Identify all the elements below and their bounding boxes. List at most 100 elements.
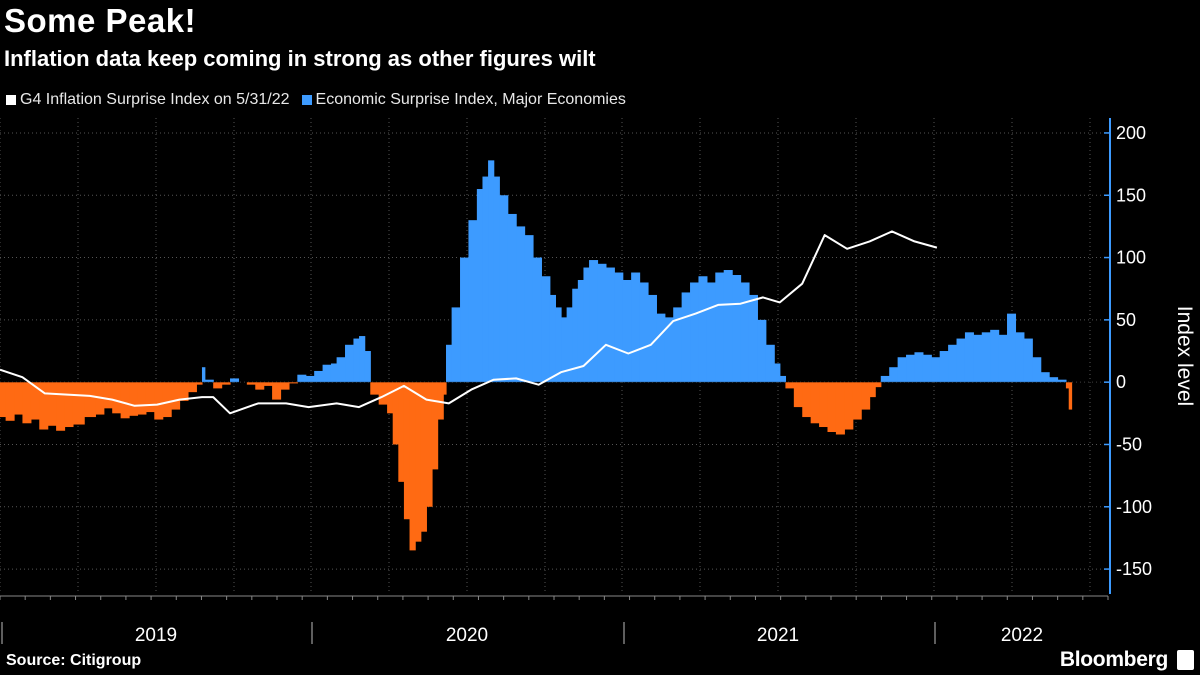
y-tick-label-5: -50	[1116, 434, 1142, 454]
area-bar-135	[1040, 372, 1050, 383]
area-bar-24	[201, 367, 206, 383]
area-bar-1	[5, 382, 15, 421]
area-bar-110	[835, 382, 845, 435]
area-bar-17	[145, 382, 155, 413]
area-bar-134	[1032, 357, 1042, 383]
area-bar-32	[263, 382, 273, 386]
legend-label-economic: Economic Surprise Index, Major Economies	[315, 91, 626, 108]
area-bar-40	[330, 363, 338, 383]
area-bar-38	[314, 370, 324, 383]
area-bar-83	[614, 272, 624, 383]
area-bar-80	[589, 260, 599, 383]
area-bar-54	[420, 382, 427, 532]
area-bar-121	[922, 354, 932, 383]
chart-title: Some Peak!	[4, 2, 197, 39]
area-bar-84	[622, 279, 632, 383]
area-bar-46	[370, 382, 380, 395]
area-bar-120	[914, 352, 924, 383]
area-bar-42	[345, 344, 355, 383]
legend-swatch-inflation	[6, 95, 16, 105]
area-bar-128	[981, 332, 991, 383]
area-bar-7	[56, 382, 66, 431]
area-bar-50	[398, 382, 405, 482]
legend: G4 Inflation Surprise Index on 5/31/22 E…	[6, 91, 626, 109]
brand-terminal-icon	[1177, 650, 1194, 670]
area-bar-68	[507, 213, 517, 383]
area-bar-99	[748, 294, 758, 383]
area-bar-9	[72, 382, 85, 425]
area-bar-56	[431, 382, 439, 470]
area-bar-111	[844, 382, 854, 430]
area-bar-22	[187, 382, 197, 393]
year-label-0: 2019	[135, 625, 177, 646]
area-bar-52	[409, 382, 416, 551]
area-bar-69	[516, 226, 526, 383]
y-tick-label-2: 100	[1116, 248, 1146, 268]
year-label-1: 2020	[446, 625, 488, 646]
area-bar-73	[549, 294, 557, 383]
area-bar-90	[673, 307, 683, 383]
area-bar-25	[204, 379, 214, 383]
area-bar-71	[532, 257, 542, 383]
area-bar-55	[426, 382, 433, 507]
y-tick-label-4: 0	[1116, 372, 1126, 392]
area-bar-101	[765, 344, 775, 383]
area-bar-96	[723, 270, 733, 383]
area-bar-8	[64, 382, 74, 428]
area-bar-133	[1023, 338, 1033, 383]
area-bar-12	[103, 382, 113, 409]
source-note: Source: Citigroup	[6, 652, 142, 669]
area-bar-82	[605, 267, 615, 383]
year-label-2: 2021	[757, 625, 799, 646]
area-bar-92	[690, 282, 700, 383]
area-bar-74	[555, 307, 562, 383]
area-bar-13	[112, 382, 122, 414]
area-bar-72	[541, 276, 551, 383]
area-bar-6	[47, 382, 57, 426]
area-bar-137	[1057, 379, 1067, 383]
area-bar-23	[196, 382, 203, 385]
area-bar-136	[1049, 377, 1059, 383]
area-bar-89	[664, 317, 674, 383]
area-bar-36	[297, 374, 307, 383]
area-bar-117	[889, 367, 899, 383]
area-bar-126	[964, 332, 974, 383]
area-bar-63	[476, 189, 484, 383]
legend-label-inflation: G4 Inflation Surprise Index on 5/31/22	[20, 91, 290, 108]
area-bar-95	[715, 272, 725, 383]
area-bar-0	[0, 382, 7, 418]
area-bar-129	[990, 329, 1000, 383]
area-bar-124	[948, 344, 958, 383]
area-bar-5	[39, 382, 49, 430]
area-bar-3	[22, 382, 32, 424]
area-bar-118	[897, 357, 907, 383]
y-tick-label-6: -100	[1116, 497, 1152, 517]
area-bar-94	[706, 282, 716, 383]
area-bar-78	[577, 279, 585, 383]
area-bar-15	[129, 382, 139, 416]
area-bar-67	[499, 195, 509, 383]
chart-subtitle: Inflation data keep coming in strong as …	[4, 46, 596, 71]
brand-logo-text: Bloomberg	[1059, 648, 1168, 671]
area-bar-31	[255, 382, 265, 390]
area-bar-104	[785, 382, 795, 389]
area-bar-77	[572, 288, 579, 383]
legend-swatch-economic	[301, 95, 312, 105]
area-bar-108	[819, 382, 829, 428]
area-bar-20	[171, 382, 181, 410]
area-bar-122	[931, 357, 941, 383]
area-bar-62	[468, 220, 478, 383]
area-bar-19	[162, 382, 172, 418]
area-bar-51	[403, 382, 411, 520]
area-bar-28	[230, 378, 240, 383]
area-bar-34	[280, 382, 290, 390]
area-bar-48	[387, 382, 394, 414]
area-bar-44	[359, 336, 366, 383]
area-bar-106	[802, 382, 812, 418]
area-bar-139	[1068, 382, 1073, 410]
y-axis-title: Index level	[1173, 306, 1196, 406]
area-bar-113	[861, 382, 871, 410]
area-bar-16	[137, 382, 147, 415]
area-bar-132	[1015, 332, 1025, 383]
area-bar-76	[566, 307, 573, 383]
